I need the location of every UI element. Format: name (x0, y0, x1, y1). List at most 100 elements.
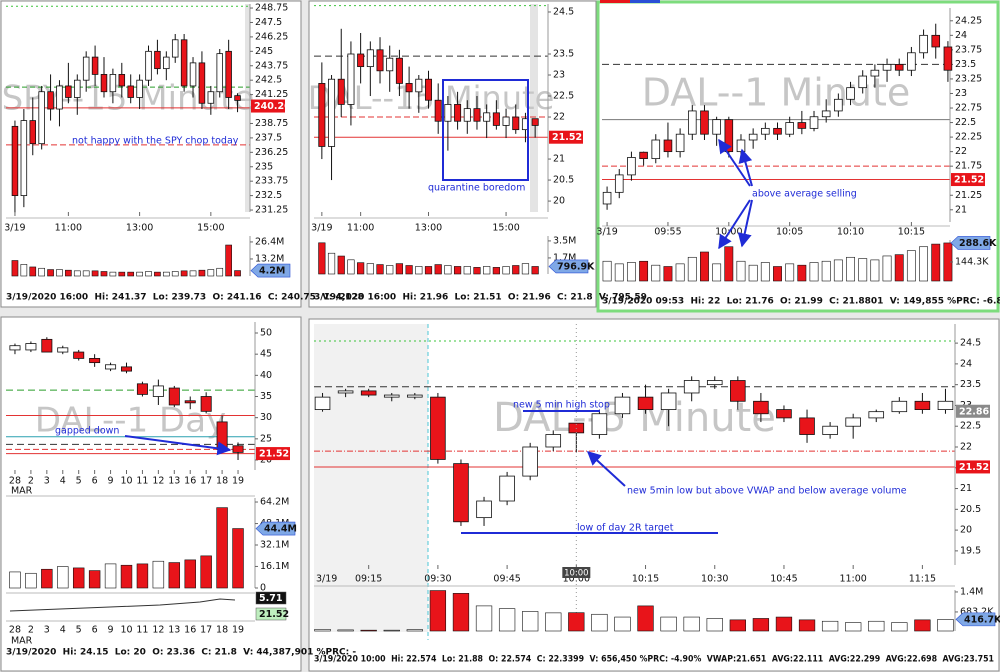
volume-bar (663, 266, 673, 282)
x-tick-label: 19 (232, 625, 244, 636)
y-tick-label: 25 (260, 433, 272, 444)
candle-body (776, 409, 792, 419)
volume-bar (706, 618, 723, 632)
chart-layer: SPY--15 Minute248.75247.5246.25245243.75… (2, 3, 1000, 665)
status-line: 3/19/2020 16:00 Hi: 21.96 Lo: 21.51 O: 2… (314, 293, 647, 303)
volume-bar (512, 265, 520, 275)
candle-body (845, 417, 861, 427)
x-tick-label: 19 (232, 476, 244, 487)
x-tick-label: 16 (184, 476, 196, 487)
volume-bar (870, 259, 880, 282)
indicator-line (9, 598, 236, 612)
volume-bar (234, 270, 241, 277)
volume-bar (406, 629, 423, 632)
volume-bar (41, 568, 53, 589)
volume-bar (602, 260, 612, 282)
x-tick-label: 12 (152, 476, 164, 487)
y-tick-label: 245 (255, 46, 273, 57)
candle-body (502, 116, 510, 126)
candle-body (25, 343, 37, 351)
volume-bar (366, 263, 374, 275)
candle-body (522, 446, 538, 477)
status-line: 3/19/2020 Hi: 24.15 Lo: 20 O: 23.36 C: 2… (6, 648, 356, 658)
volume-tick-label: 32.1M (260, 540, 289, 551)
volume-bar (724, 246, 734, 282)
volume-bar (198, 269, 206, 277)
y-tick-label: 246.25 (255, 31, 288, 42)
candle-body (198, 62, 206, 104)
candle-body (328, 78, 336, 147)
date-label: 3/19 (316, 574, 337, 585)
candle-body (894, 64, 904, 71)
candle-body (797, 122, 807, 129)
volume-bar (184, 559, 196, 589)
y-tick-label: 20.5 (553, 175, 574, 186)
volume-tag-label: 416.7K (964, 614, 1000, 625)
volume-bar (415, 266, 423, 275)
candle-body (868, 411, 885, 419)
volume-bar (207, 269, 215, 277)
volume-bar (386, 265, 394, 275)
candle-body (476, 500, 492, 519)
volume-bar (168, 562, 181, 589)
volume-bar (327, 252, 336, 275)
y-tick-label: 247.5 (255, 17, 282, 28)
y-tick-label: 23 (553, 70, 565, 81)
candle-body (121, 366, 132, 372)
volume-bar (868, 620, 885, 632)
candle-body (712, 119, 721, 135)
volume-bar (660, 616, 677, 632)
y-tick-label: 243.75 (255, 60, 288, 71)
candle-body (145, 50, 152, 81)
volume-tick-label: 0 (260, 583, 266, 594)
volume-bar (9, 571, 21, 589)
candle-body (337, 390, 354, 394)
candle-body (234, 95, 241, 101)
y-tick-label: 248.75 (255, 3, 288, 14)
candle-body (20, 120, 28, 197)
arrow (586, 451, 626, 487)
x-tick-label: 10:05 (776, 227, 803, 238)
volume-bar (760, 262, 770, 282)
x-tick-label: 5 (76, 625, 82, 636)
y-tick-label: 40 (260, 370, 272, 381)
candle-body (207, 91, 215, 104)
volume-bar (498, 608, 516, 632)
candle-body (637, 396, 654, 410)
volume-bar (809, 262, 819, 282)
x-tick-label: 10:10 (837, 227, 864, 238)
watermark: DAL--1 Minute (642, 71, 911, 115)
volume-bar (614, 616, 631, 632)
volume-bar (88, 570, 101, 589)
x-tick-label: 9 (108, 476, 114, 487)
volume-tag (250, 263, 291, 278)
y-tick-label: 22.25 (955, 132, 982, 143)
candle-body (200, 396, 212, 412)
volume-bar (773, 266, 782, 282)
volume-tag (950, 236, 991, 250)
candle-body (91, 56, 99, 75)
volume-tag (548, 259, 589, 274)
price-tag-label: 22.86 (959, 406, 989, 417)
x-tick-label: 11:00 (839, 574, 866, 585)
y-tick-label: 23.5 (955, 59, 976, 70)
volume-tick-label: 64.2M (260, 497, 289, 508)
volume-bar (821, 260, 831, 282)
x-tick-label: 4 (60, 476, 66, 487)
candle-body (57, 347, 69, 353)
candle-body (822, 425, 838, 435)
volume-tag-label: 4.2M (259, 266, 285, 277)
volume-bar (914, 619, 931, 632)
volume-bar (29, 266, 37, 277)
candle-body (870, 69, 880, 77)
candle-body (706, 380, 723, 386)
candle-body (109, 74, 117, 93)
x-tick-label: 2 (28, 476, 34, 487)
candle-body (386, 57, 394, 72)
candle-body (891, 400, 908, 413)
volume-bar (748, 264, 758, 282)
x-tick-label: 13:00 (415, 223, 442, 234)
volume-bar (82, 270, 90, 277)
candle-body (499, 475, 515, 502)
price-tag (956, 460, 990, 474)
